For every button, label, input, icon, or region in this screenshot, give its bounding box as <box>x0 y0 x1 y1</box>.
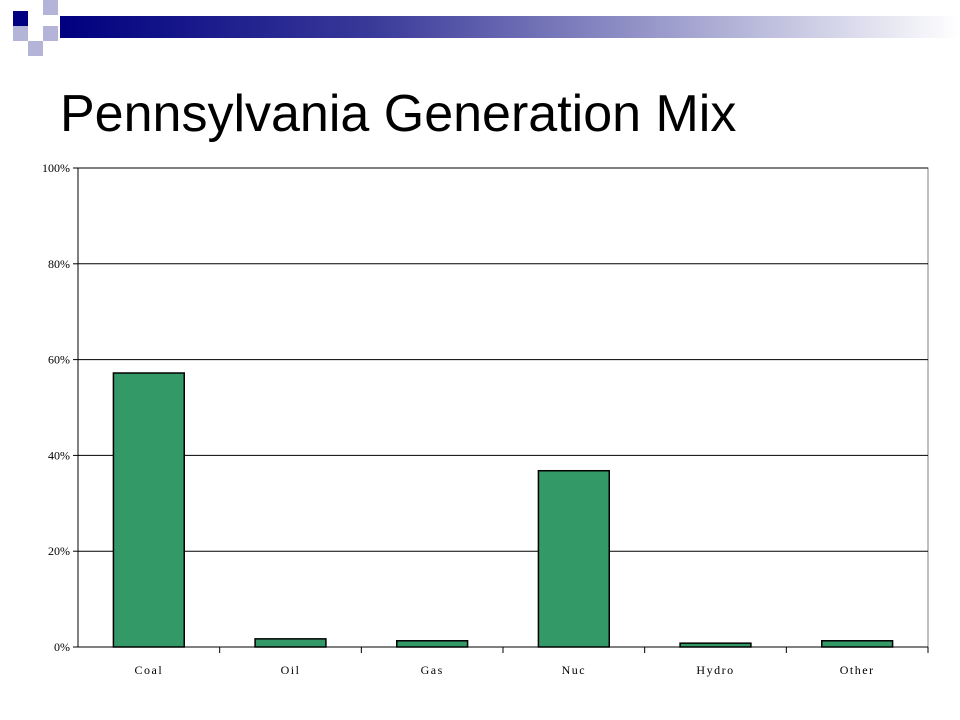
x-tick-label: Oil <box>281 663 301 677</box>
x-tick-label: Nuc <box>562 663 587 677</box>
plot-area <box>77 167 929 648</box>
y-tick-label: 80% <box>48 257 70 271</box>
x-tick-label: Coal <box>134 663 163 677</box>
title-decoration <box>0 0 960 60</box>
x-tick-label: Other <box>840 663 875 677</box>
x-tick-label: Gas <box>421 663 444 677</box>
decor-square <box>28 41 43 56</box>
decor-square <box>13 11 28 26</box>
x-tick-label: Hydro <box>696 663 734 677</box>
decor-square <box>28 26 43 41</box>
decor-gradient-bar <box>60 16 960 38</box>
decor-square <box>43 0 58 15</box>
bar-chart: 0% 20% 40% 60% 80% 100% Coal Oil Gas Nuc Hydro Othe… <box>42 161 929 677</box>
decor-square <box>13 26 28 41</box>
decor-square <box>43 26 58 41</box>
bar-oil <box>254 638 327 648</box>
y-tick-label: 40% <box>48 448 70 462</box>
bar-nuc <box>537 469 611 648</box>
bar-gas <box>396 640 469 648</box>
y-tick-label: 0% <box>54 640 70 654</box>
bar-coal <box>112 372 185 648</box>
decor-square <box>28 11 43 26</box>
y-tick-label: 20% <box>48 544 70 558</box>
page-title: Pennsylvania Generation Mix <box>60 85 737 143</box>
bar-other <box>821 640 894 648</box>
y-tick-label: 60% <box>48 353 70 367</box>
bar-hydro <box>679 642 752 648</box>
y-tick-label: 100% <box>42 161 70 175</box>
